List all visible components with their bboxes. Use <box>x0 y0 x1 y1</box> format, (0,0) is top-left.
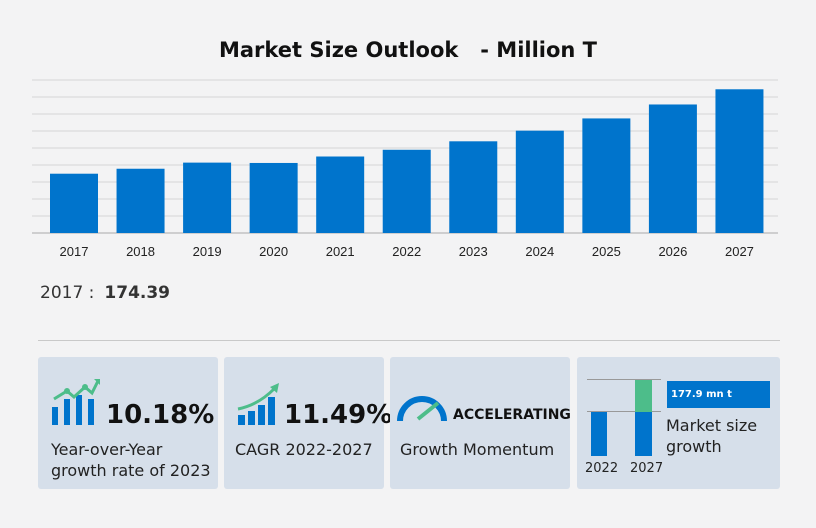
x-tick-label: 2017 <box>60 244 89 259</box>
bar-2027[interactable] <box>715 89 764 233</box>
bar-2018[interactable] <box>116 168 165 233</box>
ref-line <box>587 379 661 380</box>
yoy-label: Year-over-Year growth rate of 2023 <box>51 439 211 481</box>
selected-value: 174.39 <box>104 283 171 303</box>
x-tick-label: 2025 <box>592 244 621 259</box>
bar-2020[interactable] <box>249 162 298 233</box>
bar-2026[interactable] <box>648 104 697 233</box>
label-line1: Market size <box>666 416 758 435</box>
chart-title: Market Size Outlook - Million T <box>218 38 598 62</box>
yoy-value: 10.18% <box>106 400 215 430</box>
bar-2021[interactable] <box>316 156 365 234</box>
cagr-label: CAGR 2022-2027 <box>235 440 373 459</box>
market-growth-card: 2022 2027 177.9 mn t Market size growth <box>577 357 780 489</box>
bar-2023[interactable] <box>449 141 498 233</box>
bar-2027 <box>635 412 652 456</box>
year-2022: 2022 <box>585 461 619 476</box>
ref-line <box>587 411 661 412</box>
bar-chart: 2017 2018 2019 2020 2021 2022 2023 2024 2025 2026… <box>32 79 778 259</box>
x-tick-label: 2021 <box>326 244 355 259</box>
selected-year: 2017 : <box>40 283 95 303</box>
cagr-value: 11.49% <box>284 400 393 430</box>
x-tick-label: 2022 <box>392 244 421 259</box>
divider <box>38 340 780 341</box>
x-tick-label: 2018 <box>126 244 155 259</box>
x-tick-label: 2027 <box>725 244 754 259</box>
selected-value-readout: 2017 : 174.39 <box>40 283 170 303</box>
yoy-label-line2: growth rate of 2023 <box>51 461 211 480</box>
yoy-label-line1: Year-over-Year <box>51 440 163 459</box>
bar-2025[interactable] <box>582 118 631 233</box>
growth-badge: 177.9 mn t <box>667 381 770 408</box>
bar-2019[interactable] <box>183 162 232 233</box>
market-growth-label: Market size growth <box>666 415 757 457</box>
bar-growth <box>635 380 652 412</box>
cagr-card: 11.49% CAGR 2022-2027 <box>224 357 392 489</box>
year-2027: 2027 <box>630 461 664 476</box>
x-tick-label: 2019 <box>193 244 222 259</box>
momentum-card: ACCELERATING Growth Momentum <box>390 357 571 489</box>
bar-2017[interactable] <box>50 173 98 233</box>
x-tick-label: 2023 <box>459 244 488 259</box>
x-tick-label: 2026 <box>658 244 687 259</box>
bar-2022 <box>591 412 607 456</box>
speedometer-icon <box>397 396 447 422</box>
cagr-chart-icon <box>237 383 279 425</box>
bar-2022[interactable] <box>382 149 431 233</box>
x-tick-label: 2024 <box>525 244 554 259</box>
momentum-value: ACCELERATING <box>453 407 571 423</box>
bar-2024[interactable] <box>515 130 564 233</box>
yoy-card: 10.18% Year-over-Year growth rate of 2023 <box>38 357 218 489</box>
x-tick-label: 2020 <box>259 244 288 259</box>
momentum-label: Growth Momentum <box>400 440 555 459</box>
label-line2: growth <box>666 437 722 456</box>
growth-chart-icon <box>52 379 100 425</box>
